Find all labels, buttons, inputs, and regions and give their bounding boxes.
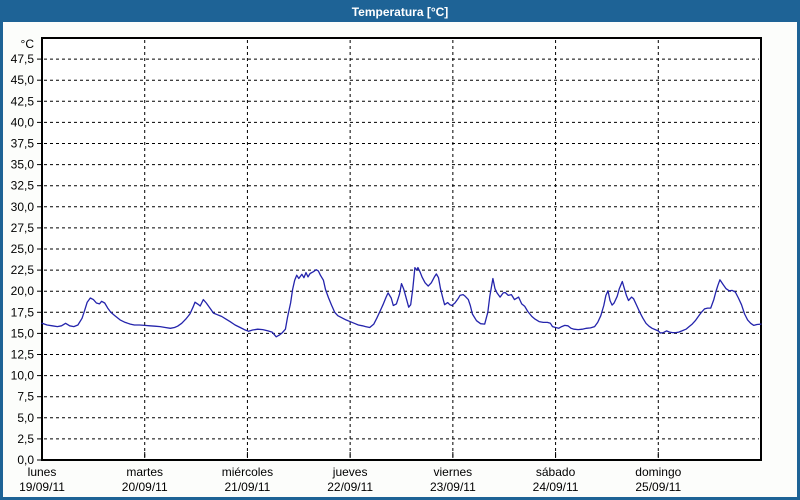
y-tick-label: 30,0 [11, 200, 35, 214]
window-title-bar: Temperatura [°C] [3, 3, 797, 22]
x-date-label: 19/09/11 [19, 480, 65, 494]
x-date-label: 22/09/11 [327, 480, 373, 494]
y-tick-label: 22,5 [11, 263, 35, 277]
y-tick-label: 40,0 [11, 115, 35, 129]
x-date-label: 23/09/11 [430, 480, 476, 494]
x-date-label: 20/09/11 [122, 480, 168, 494]
y-tick-label: 32,5 [11, 179, 35, 193]
temperature-chart: 0,0 2,5 5,0 7,5 10,0 12,5 15,0 17,5 20,0 22,5 25,0… [11, 37, 762, 494]
y-tick-label: 27,5 [11, 221, 35, 235]
window-title: Temperatura [°C] [351, 5, 449, 19]
y-tick-label: 37,5 [11, 137, 35, 151]
y-tick-label: 20,0 [11, 284, 35, 298]
chart-area: 0,0 2,5 5,0 7,5 10,0 12,5 15,0 17,5 20,0 22,5 25,0… [3, 22, 797, 497]
plot-border [41, 37, 762, 461]
y-tick-label: 17,5 [11, 305, 35, 319]
y-tick-label: 47,5 [11, 52, 35, 66]
x-day-label: sábado [536, 465, 576, 479]
x-day-label: lunes [28, 465, 57, 479]
y-tick-label: 2,5 [17, 432, 34, 446]
y-unit-label: °C [21, 37, 35, 51]
y-tick-label: 10,0 [11, 369, 35, 383]
x-date-label: 21/09/11 [225, 480, 271, 494]
x-day-label: domingo [635, 465, 681, 479]
x-day-label: miércoles [222, 465, 273, 479]
y-tick-label: 42,5 [11, 94, 35, 108]
x-day-label: martes [126, 465, 163, 479]
x-date-label: 24/09/11 [533, 480, 579, 494]
x-day-label: viernes [434, 465, 473, 479]
y-tick-label: 35,0 [11, 158, 35, 172]
y-tick-label: 25,0 [11, 242, 35, 256]
y-tick-label: 45,0 [11, 73, 35, 87]
temperature-line [41, 266, 762, 338]
y-tick-label: 15,0 [11, 326, 35, 340]
y-tick-label: 12,5 [11, 348, 35, 362]
y-tick-label: 0,0 [17, 453, 34, 467]
y-tick-label: 5,0 [17, 411, 34, 425]
y-tick-label: 7,5 [17, 390, 34, 404]
x-date-label: 25/09/11 [635, 480, 681, 494]
x-day-label: jueves [332, 465, 368, 479]
